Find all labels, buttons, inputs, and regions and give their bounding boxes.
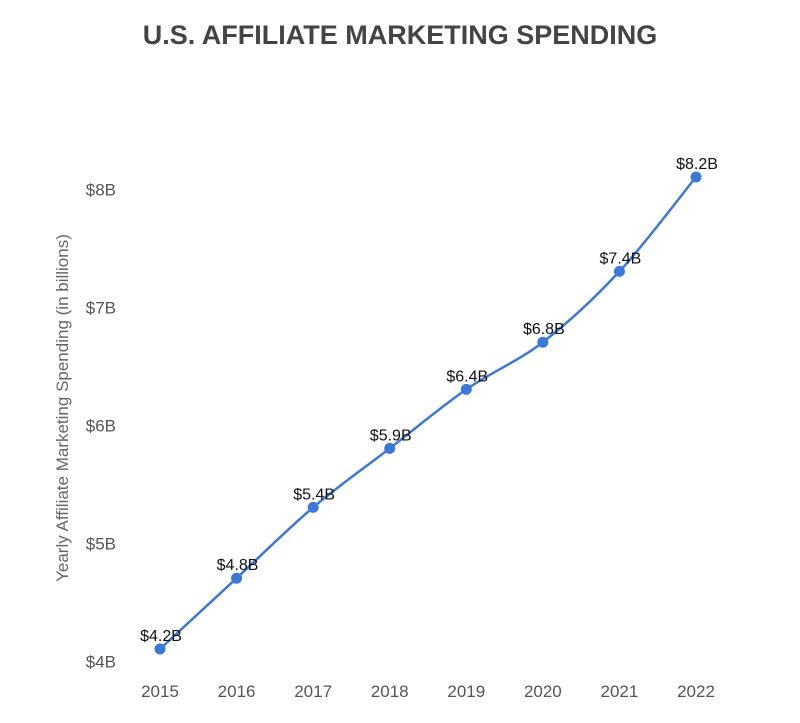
y-tick-label: $8B xyxy=(86,181,116,200)
chart-title: U.S. AFFILIATE MARKETING SPENDING xyxy=(143,20,658,50)
x-tick-label: 2020 xyxy=(524,682,562,701)
data-point xyxy=(307,501,319,513)
y-tick-label: $6B xyxy=(86,417,116,436)
y-tick-label: $4B xyxy=(86,653,116,672)
data-label: $4.2B xyxy=(140,628,182,645)
x-tick-label: 2015 xyxy=(141,682,179,701)
data-point xyxy=(384,442,396,454)
y-tick-label: $5B xyxy=(86,535,116,554)
y-axis-label: Yearly Affiliate Marketing Spending (in … xyxy=(53,234,72,582)
data-label: $5.4B xyxy=(293,486,335,503)
data-label: $6.4B xyxy=(446,368,488,385)
data-point xyxy=(460,383,472,395)
y-tick-label: $7B xyxy=(86,299,116,318)
data-label: $5.9B xyxy=(370,427,412,444)
data-label: $7.4B xyxy=(600,250,642,267)
x-tick-label: 2019 xyxy=(447,682,485,701)
data-point xyxy=(537,336,549,348)
data-label: $8.2B xyxy=(676,156,718,173)
data-point xyxy=(613,265,625,277)
x-tick-label: 2017 xyxy=(294,682,332,701)
x-tick-label: 2021 xyxy=(601,682,639,701)
data-point xyxy=(154,643,166,655)
x-tick-label: 2022 xyxy=(677,682,715,701)
data-label: $6.8B xyxy=(523,321,565,338)
data-point xyxy=(690,171,702,183)
x-tick-label: 2018 xyxy=(371,682,409,701)
data-label: $4.8B xyxy=(217,557,259,574)
data-point xyxy=(231,572,243,584)
x-tick-label: 2016 xyxy=(218,682,256,701)
